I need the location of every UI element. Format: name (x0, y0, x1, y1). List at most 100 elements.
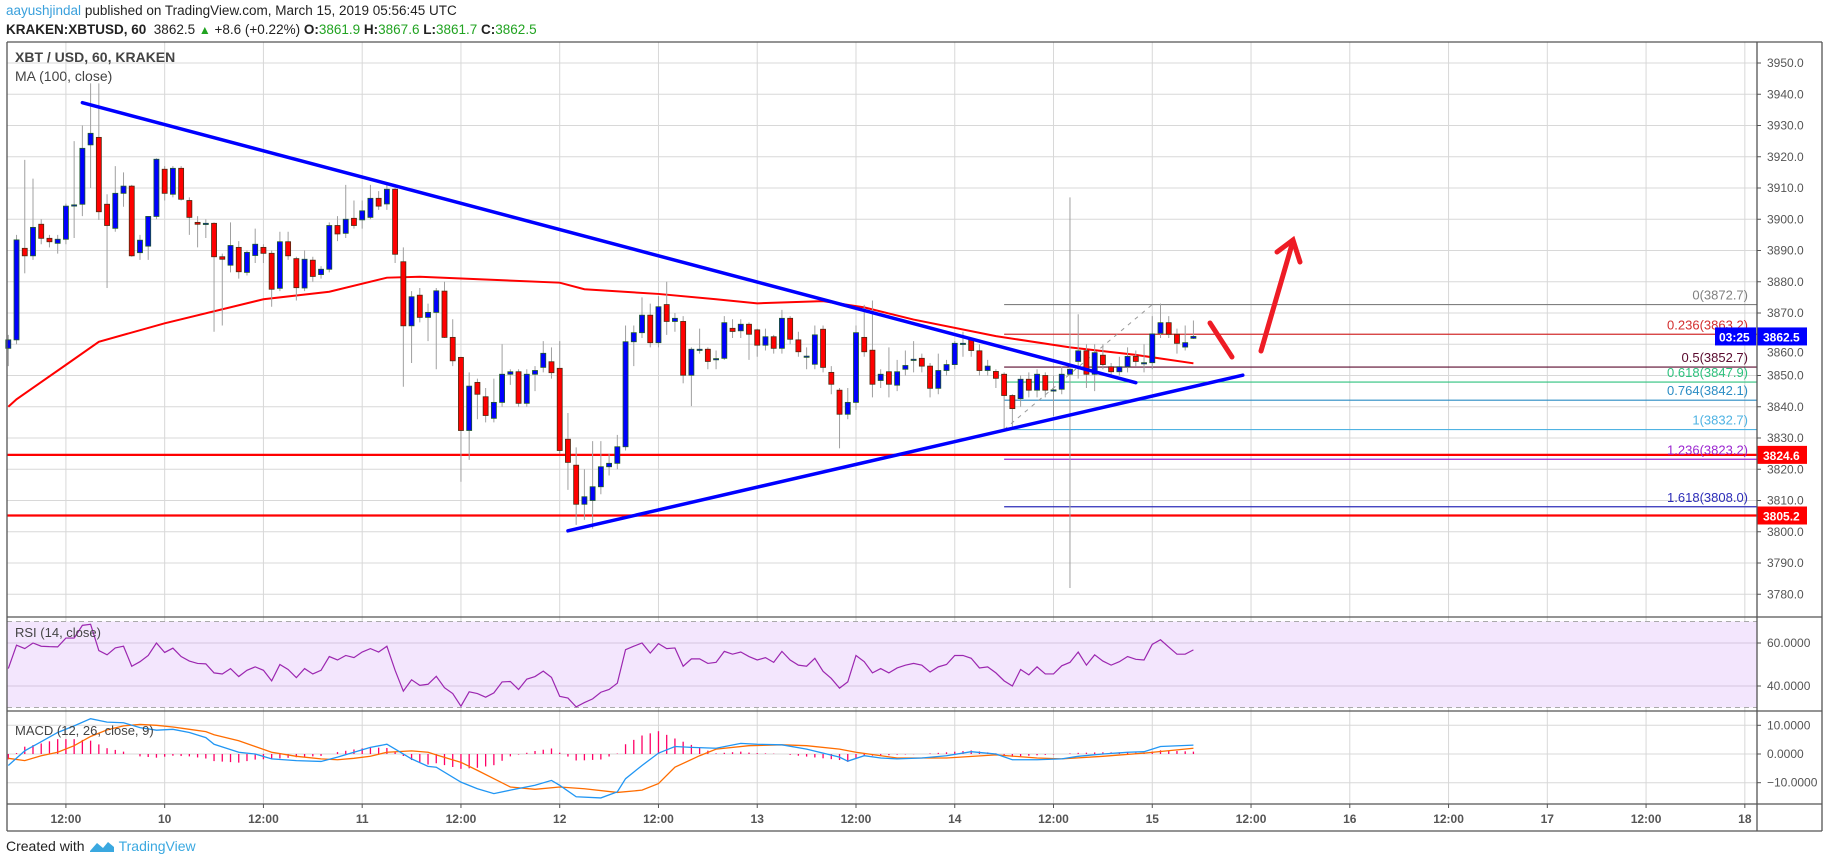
candle-down (416, 294, 423, 318)
candle-down (334, 225, 341, 235)
candle-down (754, 329, 761, 346)
candle-up (499, 373, 506, 403)
candle-down (663, 304, 670, 322)
candle-up (507, 371, 514, 375)
candle-down (38, 223, 45, 239)
ma-100-line (7, 275, 1194, 408)
candle-up (383, 188, 390, 205)
candle-up (425, 311, 431, 318)
axes: 12:00 10 12:00 11 12:00 12 12:00 13 12:00 14 12:00… (6, 41, 1823, 832)
candle-down (235, 246, 242, 273)
grid (7, 42, 1822, 831)
candle-up (655, 306, 662, 344)
candle-down (219, 256, 226, 260)
price-tick-label: 3950.0 (1767, 56, 1804, 70)
price-tick-label: 3870.0 (1767, 306, 1804, 320)
publish-info: aayushjindal published on TradingView.co… (6, 3, 457, 18)
candle-up (244, 251, 250, 273)
candle-up (359, 210, 366, 221)
candle-down (729, 327, 736, 332)
candle-up (1058, 373, 1065, 390)
candle-up (202, 222, 209, 225)
fib-level-label: 0.5(3852.7) (1682, 350, 1749, 365)
candle-up (540, 352, 547, 368)
time-tick-label: 12:00 (446, 812, 477, 826)
candle-up (1190, 336, 1197, 339)
candle-up (326, 225, 333, 270)
footer: Created with TradingView (6, 838, 196, 854)
candle-down (211, 222, 217, 258)
tradingview-logo-icon (89, 842, 114, 852)
open-label: O: (303, 22, 319, 37)
close-value: 3862.5 (495, 22, 537, 37)
rsi-pane (7, 621, 1757, 708)
ma-legend: MA (100, close) (15, 68, 112, 84)
candle-down (268, 252, 275, 290)
candle-up (902, 365, 909, 370)
candle-up (112, 192, 119, 229)
drawings: 0(3872.7)0.236(3863.2)0.5(3852.7)0.618(3… (80, 100, 1749, 533)
candle-up (30, 226, 36, 257)
candle-down (1025, 378, 1032, 391)
candle-down (392, 188, 399, 255)
candle-down (1009, 395, 1016, 410)
candle-down (787, 317, 794, 340)
time-tick-label: 11 (356, 812, 369, 826)
candle-up (153, 158, 160, 217)
candle-down (128, 185, 135, 257)
open-value: 3861.9 (318, 22, 361, 37)
candle-down (1165, 322, 1172, 335)
time-tick-label: 12:00 (643, 812, 674, 826)
candle-up (606, 462, 612, 468)
time-tick-label: 12:00 (841, 812, 872, 826)
tradingview-link[interactable]: TradingView (118, 838, 196, 854)
candle-down (886, 371, 892, 385)
price-tick-label: 3890.0 (1767, 244, 1804, 258)
candle-up (737, 323, 744, 332)
time-tick-label: 10 (158, 812, 172, 826)
candle-down (474, 381, 481, 395)
drawings-levels (7, 303, 1757, 517)
candle-up (137, 239, 143, 254)
price-label: 3824.6 (1763, 449, 1800, 463)
price-tick-label: 3840.0 (1767, 400, 1804, 414)
time-tick-label: 16 (1343, 812, 1357, 826)
candle-up (252, 243, 259, 256)
candle-down (836, 389, 843, 415)
up-arrow-shaft (1258, 238, 1296, 354)
price-tick-label: 3850.0 (1767, 369, 1804, 383)
fib-level-label: 1.618(3808.0) (1667, 490, 1748, 505)
countdown-box (1715, 327, 1756, 346)
candle-up (276, 241, 283, 289)
rsi-tick-label: 60.0000 (1767, 636, 1811, 650)
candle-up (367, 197, 374, 218)
price-tick-label: 3900.0 (1767, 212, 1804, 226)
pane-labels: XBT / USD, 60, KRAKEN MA (100, close) RS… (15, 49, 175, 738)
candle-up (1149, 333, 1156, 364)
candle-down (927, 365, 933, 389)
time-tick-label: 13 (751, 812, 765, 826)
candle-up (1067, 368, 1073, 375)
candle-down (820, 328, 826, 368)
author-link[interactable]: aayushjindal (6, 3, 82, 18)
candle-up (71, 204, 78, 207)
candle-down (680, 321, 687, 376)
candle-up (910, 358, 917, 361)
fib-level-label: 0.618(3847.9) (1667, 365, 1748, 380)
time-tick-label: 12:00 (1038, 812, 1069, 826)
candle-up (1017, 378, 1024, 400)
candle-down (309, 259, 316, 277)
candle-down (861, 336, 868, 353)
candle-down (186, 200, 193, 218)
price-tick-label: 3920.0 (1767, 150, 1804, 164)
time-tick-label: 17 (1541, 812, 1555, 826)
candle-down (573, 464, 580, 505)
candle-down (918, 357, 925, 367)
candle-up (1050, 389, 1057, 392)
candles (5, 83, 1197, 588)
candle-down (375, 197, 382, 207)
time-tick-label: 18 (1738, 812, 1752, 826)
candle-down (770, 336, 777, 349)
macd-line (7, 718, 1194, 799)
